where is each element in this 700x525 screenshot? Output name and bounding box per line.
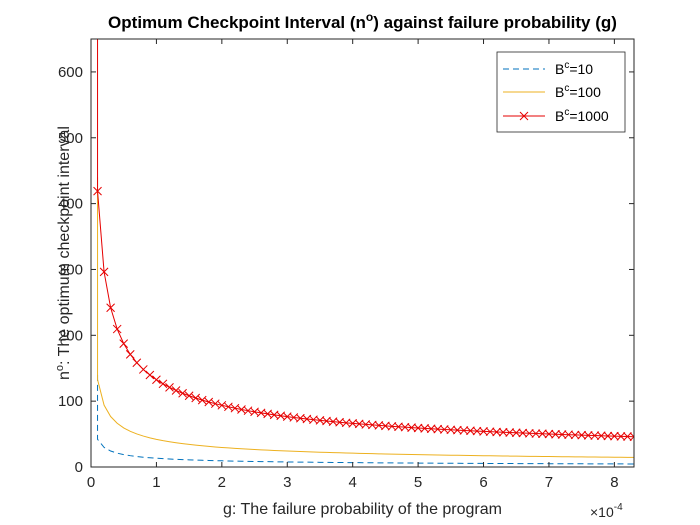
x-tick-label: 2	[218, 474, 226, 491]
data-point-marker	[191, 393, 201, 403]
x-tick-label: 3	[283, 474, 291, 491]
data-point-marker	[138, 365, 148, 374]
data-point-marker	[204, 397, 214, 407]
x-tick-label: 7	[545, 474, 553, 491]
data-point-marker	[466, 426, 475, 436]
legend-marker-bc1000	[519, 111, 529, 121]
data-point-marker	[413, 423, 423, 433]
data-point-marker	[387, 421, 397, 431]
data-point-marker	[446, 425, 456, 435]
data-point-marker	[152, 375, 161, 385]
y-axis-label: no: The optimum checkpoint interval	[54, 126, 73, 380]
x-tick-label: 6	[479, 474, 487, 491]
data-point-marker	[99, 267, 109, 277]
data-point-marker	[407, 423, 416, 432]
data-point-marker	[426, 424, 436, 434]
legend-label-bc10: Bc=10	[555, 60, 593, 77]
data-point-marker	[112, 324, 122, 334]
y-tick-label: 300	[58, 261, 83, 278]
data-point-marker	[106, 303, 115, 313]
series-layer	[93, 39, 634, 465]
y-tick-label: 0	[75, 459, 83, 476]
data-point-marker	[498, 427, 508, 437]
data-point-marker	[623, 432, 632, 441]
data-point-marker	[158, 379, 168, 389]
data-point-marker	[93, 186, 102, 196]
data-point-marker	[459, 426, 469, 435]
y-tick-label: 100	[58, 393, 83, 410]
data-point-marker	[217, 400, 227, 410]
data-point-marker	[590, 431, 600, 440]
data-point-marker	[577, 430, 587, 440]
x-axis-exponent: ×10-4	[590, 502, 623, 520]
y-tick-label: 400	[58, 196, 83, 213]
data-point-marker	[570, 430, 580, 440]
data-point-marker	[439, 425, 449, 434]
data-point-marker	[184, 391, 194, 401]
data-point-marker	[505, 428, 515, 437]
series-line-0	[97, 374, 634, 465]
x-tick-label: 4	[349, 474, 357, 491]
data-point-marker	[610, 431, 619, 441]
data-point-marker	[361, 420, 371, 429]
data-point-marker	[171, 386, 181, 395]
data-point-marker	[145, 370, 155, 380]
chart-title: Optimum Checkpoint Interval (no) against…	[108, 10, 617, 32]
data-point-marker	[511, 428, 521, 438]
ticks-layer: 0 1 2 3 4 5 6 7 8 0 100 200 300 400 500 600	[58, 39, 634, 491]
data-point-marker	[420, 424, 430, 433]
data-point-marker	[518, 428, 528, 438]
data-point-marker	[394, 422, 403, 432]
legend-label-bc1000: Bc=1000	[555, 107, 609, 124]
x-tick-label: 5	[414, 474, 422, 491]
data-point-marker	[596, 431, 606, 441]
data-point-marker	[453, 425, 462, 435]
data-point-marker	[433, 424, 443, 434]
legend: Bc=10 Bc=100 Bc=1000	[496, 51, 626, 133]
data-point-marker	[564, 430, 573, 440]
series-line-1	[97, 177, 634, 458]
x-axis-label: g: The failure probability of the progra…	[223, 501, 502, 518]
x-tick-label: 0	[87, 474, 95, 491]
data-point-marker	[367, 420, 377, 430]
data-point-marker	[485, 427, 495, 437]
y-tick-label: 200	[58, 327, 83, 344]
data-point-marker	[531, 429, 541, 438]
axes-box	[90, 38, 635, 468]
data-point-marker	[492, 427, 501, 437]
data-point-marker	[551, 429, 560, 439]
data-point-marker	[472, 426, 482, 436]
data-point-marker	[544, 429, 554, 439]
data-point-marker	[616, 431, 626, 441]
data-point-marker	[119, 339, 129, 348]
data-point-marker	[125, 350, 135, 359]
data-point-marker	[374, 421, 384, 430]
data-point-marker	[381, 421, 390, 431]
data-point-marker	[603, 431, 613, 441]
data-point-marker	[629, 432, 634, 442]
data-point-marker	[479, 427, 488, 436]
data-point-marker	[400, 422, 410, 432]
data-point-marker	[524, 428, 534, 438]
data-point-marker	[557, 430, 567, 439]
data-point-marker	[178, 388, 187, 398]
data-point-marker	[165, 383, 174, 392]
y-tick-label: 600	[58, 64, 83, 81]
data-point-marker	[538, 429, 547, 439]
data-point-marker	[210, 399, 220, 409]
x-tick-label: 1	[152, 474, 160, 491]
data-point-marker	[583, 430, 593, 440]
data-point-marker	[197, 395, 207, 405]
legend-label-bc100: Bc=100	[555, 83, 601, 100]
x-tick-label: 8	[610, 474, 618, 491]
y-tick-label: 500	[58, 130, 83, 147]
